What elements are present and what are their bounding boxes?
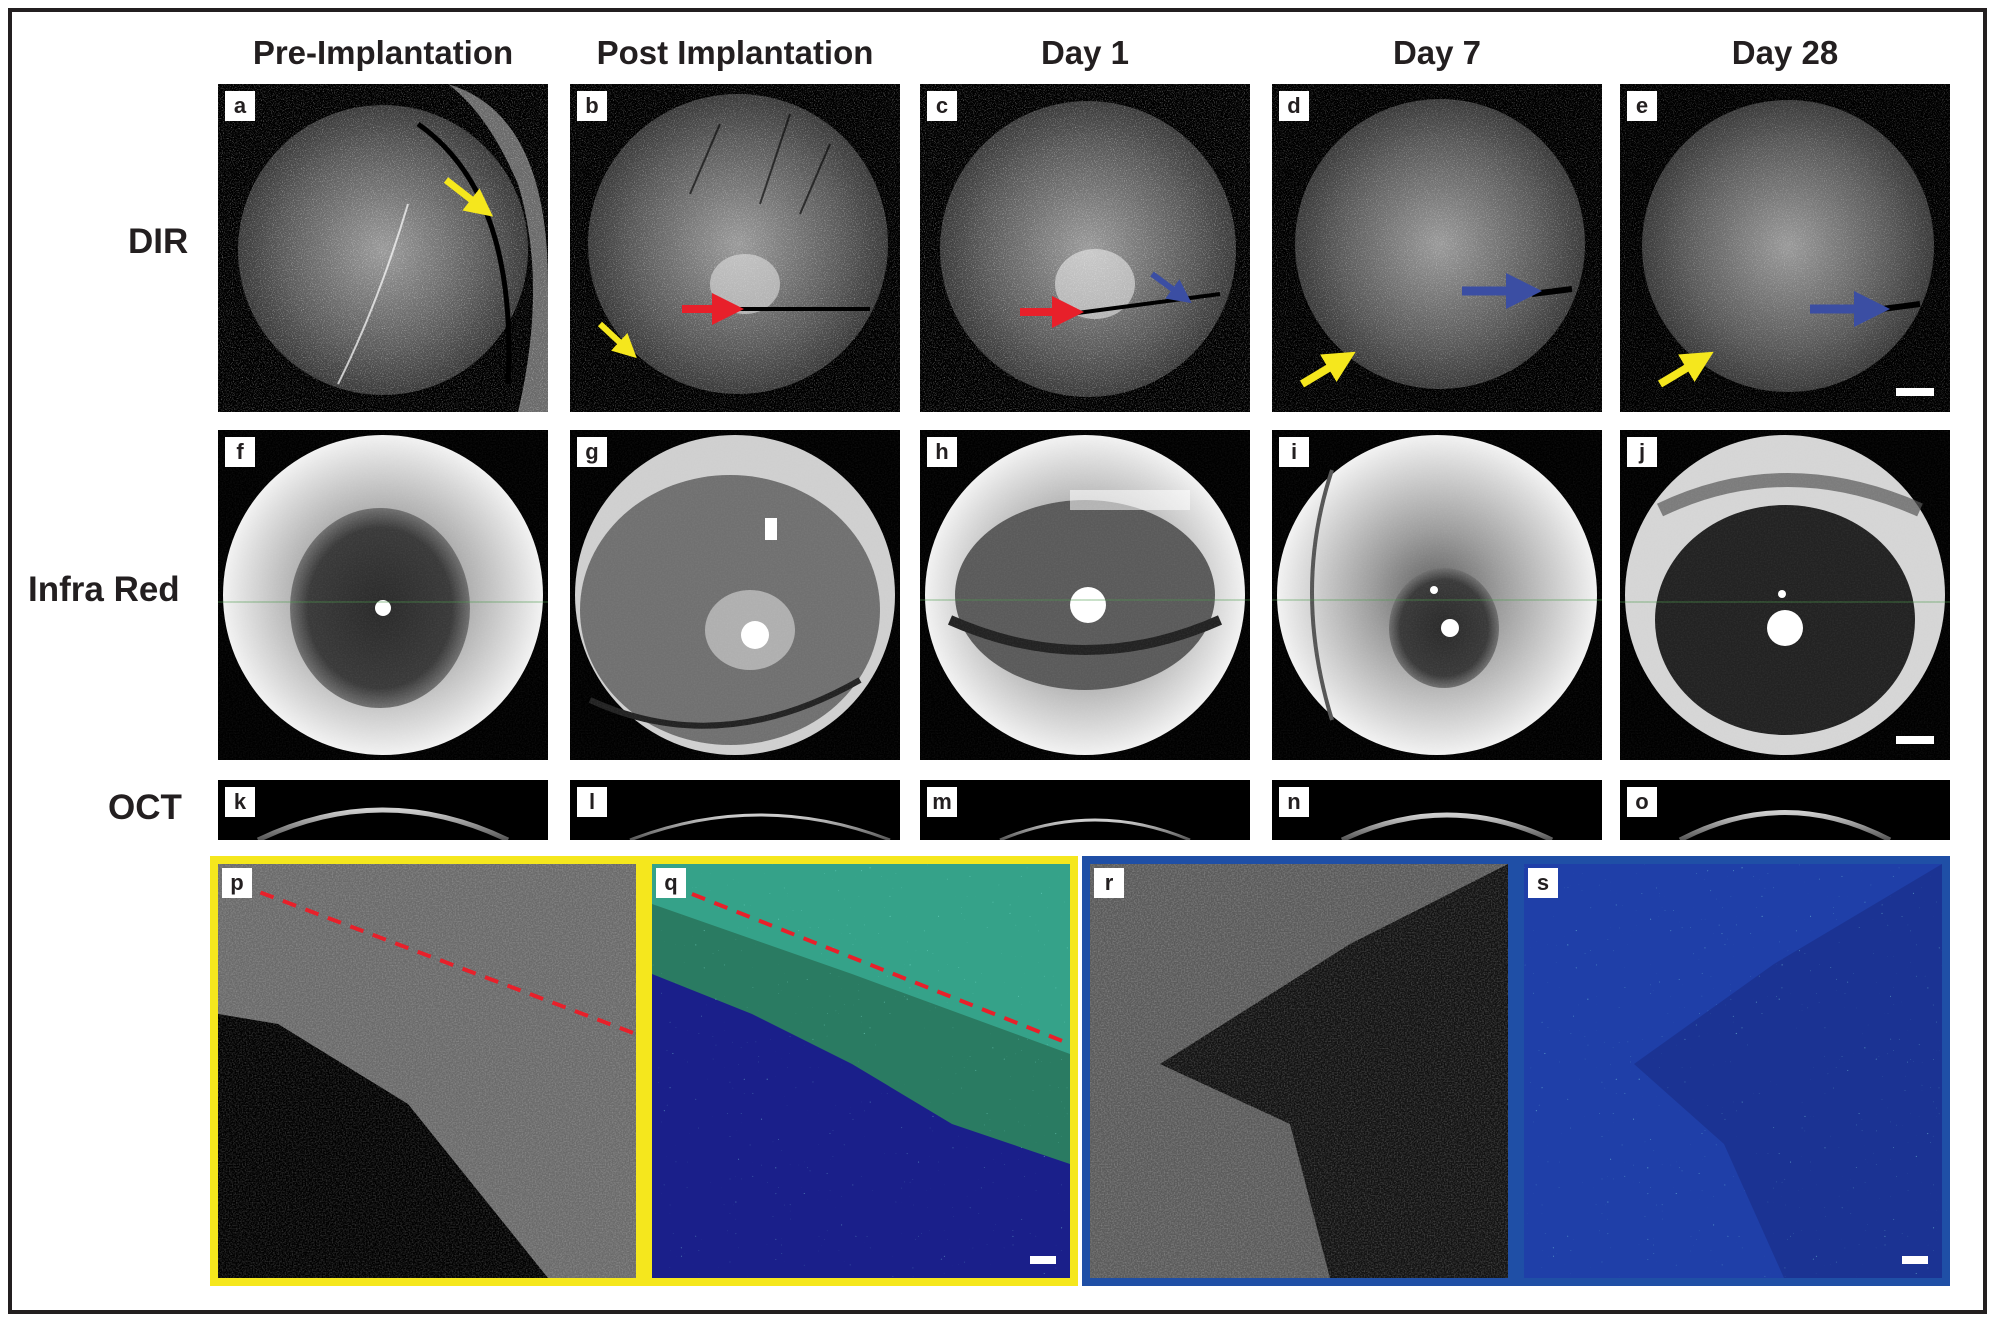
panel-o-oct-day-28: o	[1620, 780, 1950, 840]
panel-q-fluorescence-zoom: q	[644, 856, 1078, 1286]
scale-bar	[1902, 1256, 1928, 1264]
panel-label: p	[222, 868, 252, 898]
column-header-pre-implantation: Pre-Implantation	[252, 34, 514, 71]
panel-label: f	[225, 437, 255, 467]
infrared-image	[1620, 430, 1950, 760]
panel-b-dir-post-implantation: b	[570, 84, 900, 412]
panel-label: k	[225, 787, 255, 817]
panel-label: b	[577, 91, 607, 121]
panel-e-dir-day-28: e	[1620, 84, 1950, 412]
panel-label: j	[1627, 437, 1657, 467]
panel-label: q	[656, 868, 686, 898]
fluorescence-image	[652, 864, 1070, 1278]
panel-f-infrared-pre-implantation: f	[218, 430, 548, 760]
dir-image	[570, 84, 900, 412]
panel-label: m	[927, 787, 957, 817]
dir-image	[1272, 84, 1602, 412]
column-header-day-28: Day 28	[1731, 34, 1839, 71]
row-header-dir: DIR	[128, 222, 189, 261]
yellow-arrow	[1299, 351, 1356, 388]
panel-s-fluorescence-zoom: s	[1516, 856, 1950, 1286]
row-header-infra-red: Infra Red	[28, 570, 180, 609]
infrared-image	[1272, 430, 1602, 760]
panel-label: d	[1279, 91, 1309, 121]
column-header-day-1: Day 1	[1040, 34, 1130, 71]
column-header-day-7: Day 7	[1392, 34, 1482, 71]
yellow-arrow	[443, 177, 494, 217]
scale-bar	[1896, 388, 1934, 396]
dashed-boundary-line	[691, 892, 1070, 1046]
panel-label: i	[1279, 437, 1309, 467]
infrared-image	[570, 430, 900, 760]
panel-c-dir-day-1: c	[920, 84, 1250, 412]
panel-label: e	[1627, 91, 1657, 121]
panel-label: g	[577, 437, 607, 467]
panel-label: a	[225, 91, 255, 121]
panel-label: h	[927, 437, 957, 467]
panel-r-dir-zoom: r	[1082, 856, 1516, 1286]
scale-bar	[1030, 1256, 1056, 1264]
panel-label: l	[577, 787, 607, 817]
panel-j-infrared-day-28: j	[1620, 430, 1950, 760]
panel-k-oct-pre-implantation: k	[218, 780, 548, 840]
fluorescence-image	[1524, 864, 1942, 1278]
panel-a-dir-pre-implantation: a	[218, 84, 548, 412]
dir-zoom-image	[1090, 864, 1508, 1278]
panel-d-dir-day-7: d	[1272, 84, 1602, 412]
oct-image	[1678, 810, 1892, 840]
dir-zoom-image	[218, 864, 636, 1278]
panel-n-oct-day-7: n	[1272, 780, 1602, 840]
blue-arrow	[1150, 271, 1192, 304]
yellow-arrow	[597, 321, 637, 359]
oct-image	[256, 807, 510, 840]
oct-image	[1340, 812, 1554, 840]
panel-label: c	[927, 91, 957, 121]
column-header-post-implantation: Post Implantation	[596, 34, 874, 71]
dir-image	[1620, 84, 1950, 412]
panel-p-dir-zoom: p	[210, 856, 644, 1286]
panel-h-infrared-day-1: h	[920, 430, 1250, 760]
panel-i-infrared-day-7: i	[1272, 430, 1602, 760]
row-header-oct: OCT	[108, 788, 182, 827]
panel-label: s	[1528, 868, 1558, 898]
panel-m-oct-day-1: m	[920, 780, 1250, 840]
infrared-image	[218, 430, 548, 760]
panel-l-oct-post-implantation: l	[570, 780, 900, 840]
panel-label: r	[1094, 868, 1124, 898]
dir-image	[920, 84, 1250, 412]
panel-label: n	[1279, 787, 1309, 817]
scale-bar	[1896, 736, 1934, 744]
oct-image	[999, 818, 1191, 840]
infrared-image	[920, 430, 1250, 760]
yellow-arrow	[1657, 351, 1714, 388]
panel-g-infrared-post-implantation: g	[570, 430, 900, 760]
panel-label: o	[1627, 787, 1657, 817]
dir-image	[218, 84, 548, 412]
oct-image	[629, 813, 891, 840]
